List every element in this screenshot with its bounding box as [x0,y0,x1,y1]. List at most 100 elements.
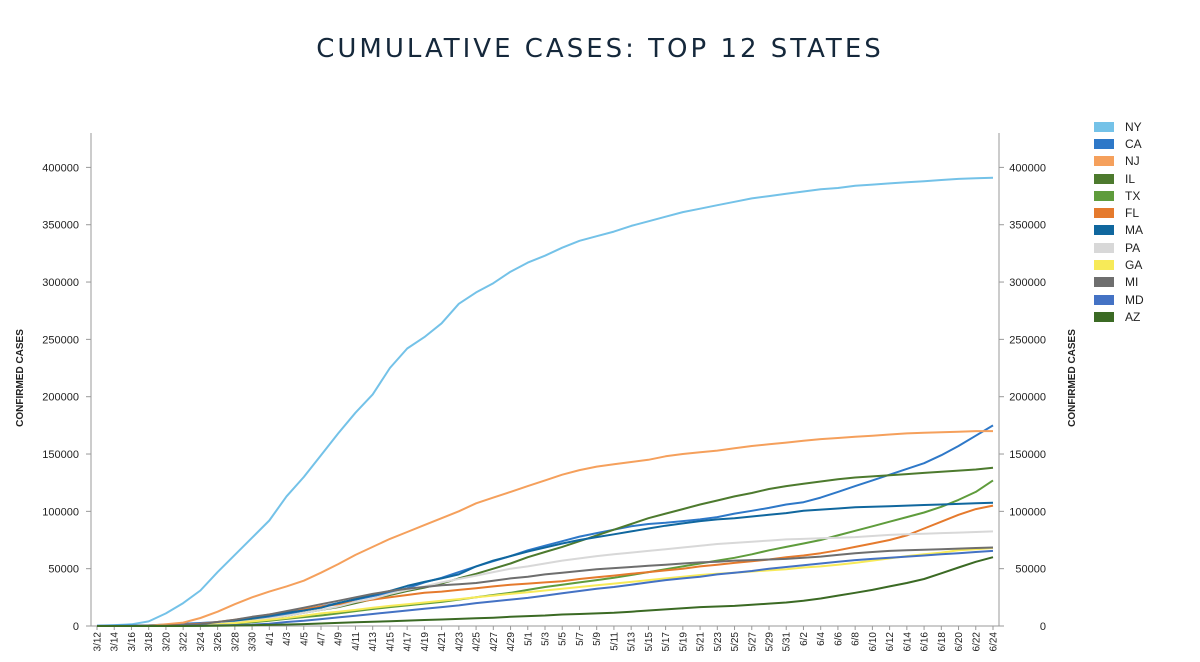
x-tick-label: 5/15 [644,632,655,652]
x-tick-label: 4/27 [489,632,500,652]
x-tick-label: 6/4 [816,632,827,646]
x-tick-label: 5/11 [609,632,620,651]
y-tick-label: 50000 [1015,564,1046,576]
legend-swatch [1094,311,1114,322]
y-tick-label: 250000 [1009,334,1046,346]
y-tick-label: 50000 [48,564,79,576]
chart-title: CUMULATIVE CASES: TOP 12 STATES [316,34,884,64]
y-tick-label: 150000 [1009,449,1046,461]
x-tick-label: 5/25 [730,632,741,652]
legend-swatch [1094,138,1114,149]
legend-label: GA [1125,258,1143,273]
x-tick-label: 4/11 [351,632,362,651]
legend-item-az: AZ [1094,308,1144,325]
x-tick-label: 4/5 [299,632,310,646]
x-tick-label: 5/21 [696,632,707,652]
y-tick-label: 350000 [1009,220,1046,232]
y-tick-label: 200000 [42,392,79,404]
x-tick-label: 3/12 [93,632,104,652]
x-tick-label: 3/18 [144,632,155,652]
legend-swatch [1094,190,1114,201]
legend-item-fl: FL [1094,204,1144,221]
y-tick-label: 350000 [42,220,79,232]
legend-label: MA [1125,223,1143,238]
legend-label: FL [1125,206,1140,221]
x-axis-ticks: 3/12 3/14 3/16 3/18 3/20 3/22 3/24 3/26 3/28 3/30… [93,626,1000,651]
legend-label: NY [1125,119,1142,134]
x-tick-label: 6/16 [920,632,931,652]
y-tick-label: 100000 [42,506,79,518]
series-lines [96,176,994,627]
x-tick-label: 5/27 [747,632,758,652]
x-tick-label: 4/23 [454,632,465,652]
x-tick-label: 3/24 [196,632,207,652]
x-tick-label: 3/28 [230,632,241,652]
series-line-ga [97,547,994,627]
series-line-mi [97,546,994,627]
x-tick-label: 6/20 [954,632,965,652]
x-tick-label: 5/19 [678,632,689,652]
x-tick-label: 5/13 [627,632,638,652]
chart-legend: NY CA NJ IL TX FL MA PA GA MI MD AZ [1094,118,1144,326]
y-tick-label: 300000 [42,277,79,289]
y-axis-left-ticks: 0 50000 100000 150000 200000 250000 300000 3500… [42,162,91,633]
x-tick-label: 6/14 [902,632,913,652]
x-tick-label: 5/5 [558,632,569,646]
y-tick-label: 200000 [1009,392,1046,404]
legend-label: MI [1125,275,1139,290]
x-tick-label: 4/17 [403,632,414,652]
x-tick-label: 3/26 [213,632,224,652]
x-tick-label: 4/21 [437,632,448,652]
legend-label: PA [1125,240,1141,255]
x-tick-label: 6/22 [971,632,982,652]
legend-label: NJ [1125,154,1140,169]
x-tick-label: 6/12 [885,632,896,652]
legend-label: IL [1125,171,1136,186]
x-tick-label: 3/30 [248,632,259,652]
y-tick-label: 250000 [42,334,79,346]
x-tick-label: 6/18 [937,632,948,652]
x-tick-label: 5/31 [782,632,793,652]
series-line-ny [96,176,994,627]
legend-item-ny: NY [1094,118,1144,135]
x-tick-label: 4/29 [506,632,517,652]
legend-item-pa: PA [1094,239,1144,256]
x-tick-label: 4/1 [265,632,276,646]
y-tick-label: 0 [73,621,79,633]
y-tick-label: 0 [1040,621,1046,633]
legend-label: AZ [1125,309,1141,324]
x-tick-label: 6/8 [851,632,862,646]
legend-label: TX [1125,188,1141,203]
legend-swatch [1094,156,1114,167]
legend-item-tx: TX [1094,187,1144,204]
legend-swatch [1094,121,1114,132]
x-tick-label: 5/3 [541,632,552,646]
legend-item-ga: GA [1094,256,1144,273]
legend-swatch [1094,260,1114,271]
legend-swatch [1094,173,1114,184]
x-tick-label: 4/13 [368,632,379,652]
legend-item-ma: MA [1094,222,1144,239]
x-tick-label: 4/19 [420,632,431,652]
y-tick-label: 150000 [42,449,79,461]
x-tick-label: 3/14 [110,632,121,652]
series-line-fl [97,504,994,627]
legend-swatch [1094,294,1114,305]
x-tick-label: 5/7 [575,632,586,646]
series-line-ma [97,501,994,627]
legend-swatch [1094,208,1114,219]
x-tick-label: 4/3 [282,632,293,646]
y-tick-label: 400000 [42,162,79,174]
legend-label: MD [1125,292,1144,307]
x-tick-label: 4/7 [317,632,328,646]
legend-item-il: IL [1094,170,1144,187]
legend-swatch [1094,225,1114,236]
legend-swatch [1094,277,1114,288]
y-tick-label: 100000 [1009,506,1046,518]
legend-item-nj: NJ [1094,153,1144,170]
series-line-az [97,556,994,627]
x-tick-label: 6/24 [989,632,1000,652]
x-tick-label: 5/1 [523,632,534,646]
x-tick-label: 6/10 [868,632,879,652]
